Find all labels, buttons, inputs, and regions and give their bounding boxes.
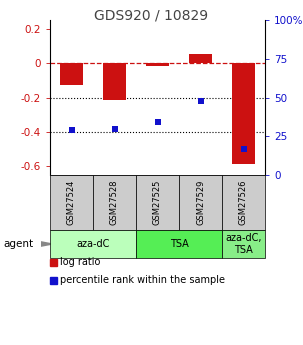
Point xyxy=(155,119,160,125)
Text: GDS920 / 10829: GDS920 / 10829 xyxy=(95,9,208,23)
Text: GSM27528: GSM27528 xyxy=(110,180,119,225)
Text: agent: agent xyxy=(3,239,33,249)
Point xyxy=(198,98,203,104)
Bar xyxy=(146,63,169,67)
Text: log ratio: log ratio xyxy=(60,257,100,267)
Text: TSA: TSA xyxy=(170,239,188,249)
Text: aza-dC: aza-dC xyxy=(76,239,110,249)
Text: GSM27526: GSM27526 xyxy=(239,180,248,225)
Point xyxy=(241,146,246,151)
Text: percentile rank within the sample: percentile rank within the sample xyxy=(60,275,225,285)
Text: GSM27524: GSM27524 xyxy=(67,180,76,225)
Bar xyxy=(232,63,255,164)
Point xyxy=(69,127,74,133)
Text: aza-dC,
TSA: aza-dC, TSA xyxy=(225,233,262,255)
Text: GSM27525: GSM27525 xyxy=(153,180,162,225)
Bar xyxy=(103,63,126,100)
Polygon shape xyxy=(41,241,56,247)
Bar xyxy=(189,55,212,63)
Bar xyxy=(60,63,83,86)
Text: GSM27529: GSM27529 xyxy=(196,180,205,225)
Point xyxy=(112,126,117,131)
